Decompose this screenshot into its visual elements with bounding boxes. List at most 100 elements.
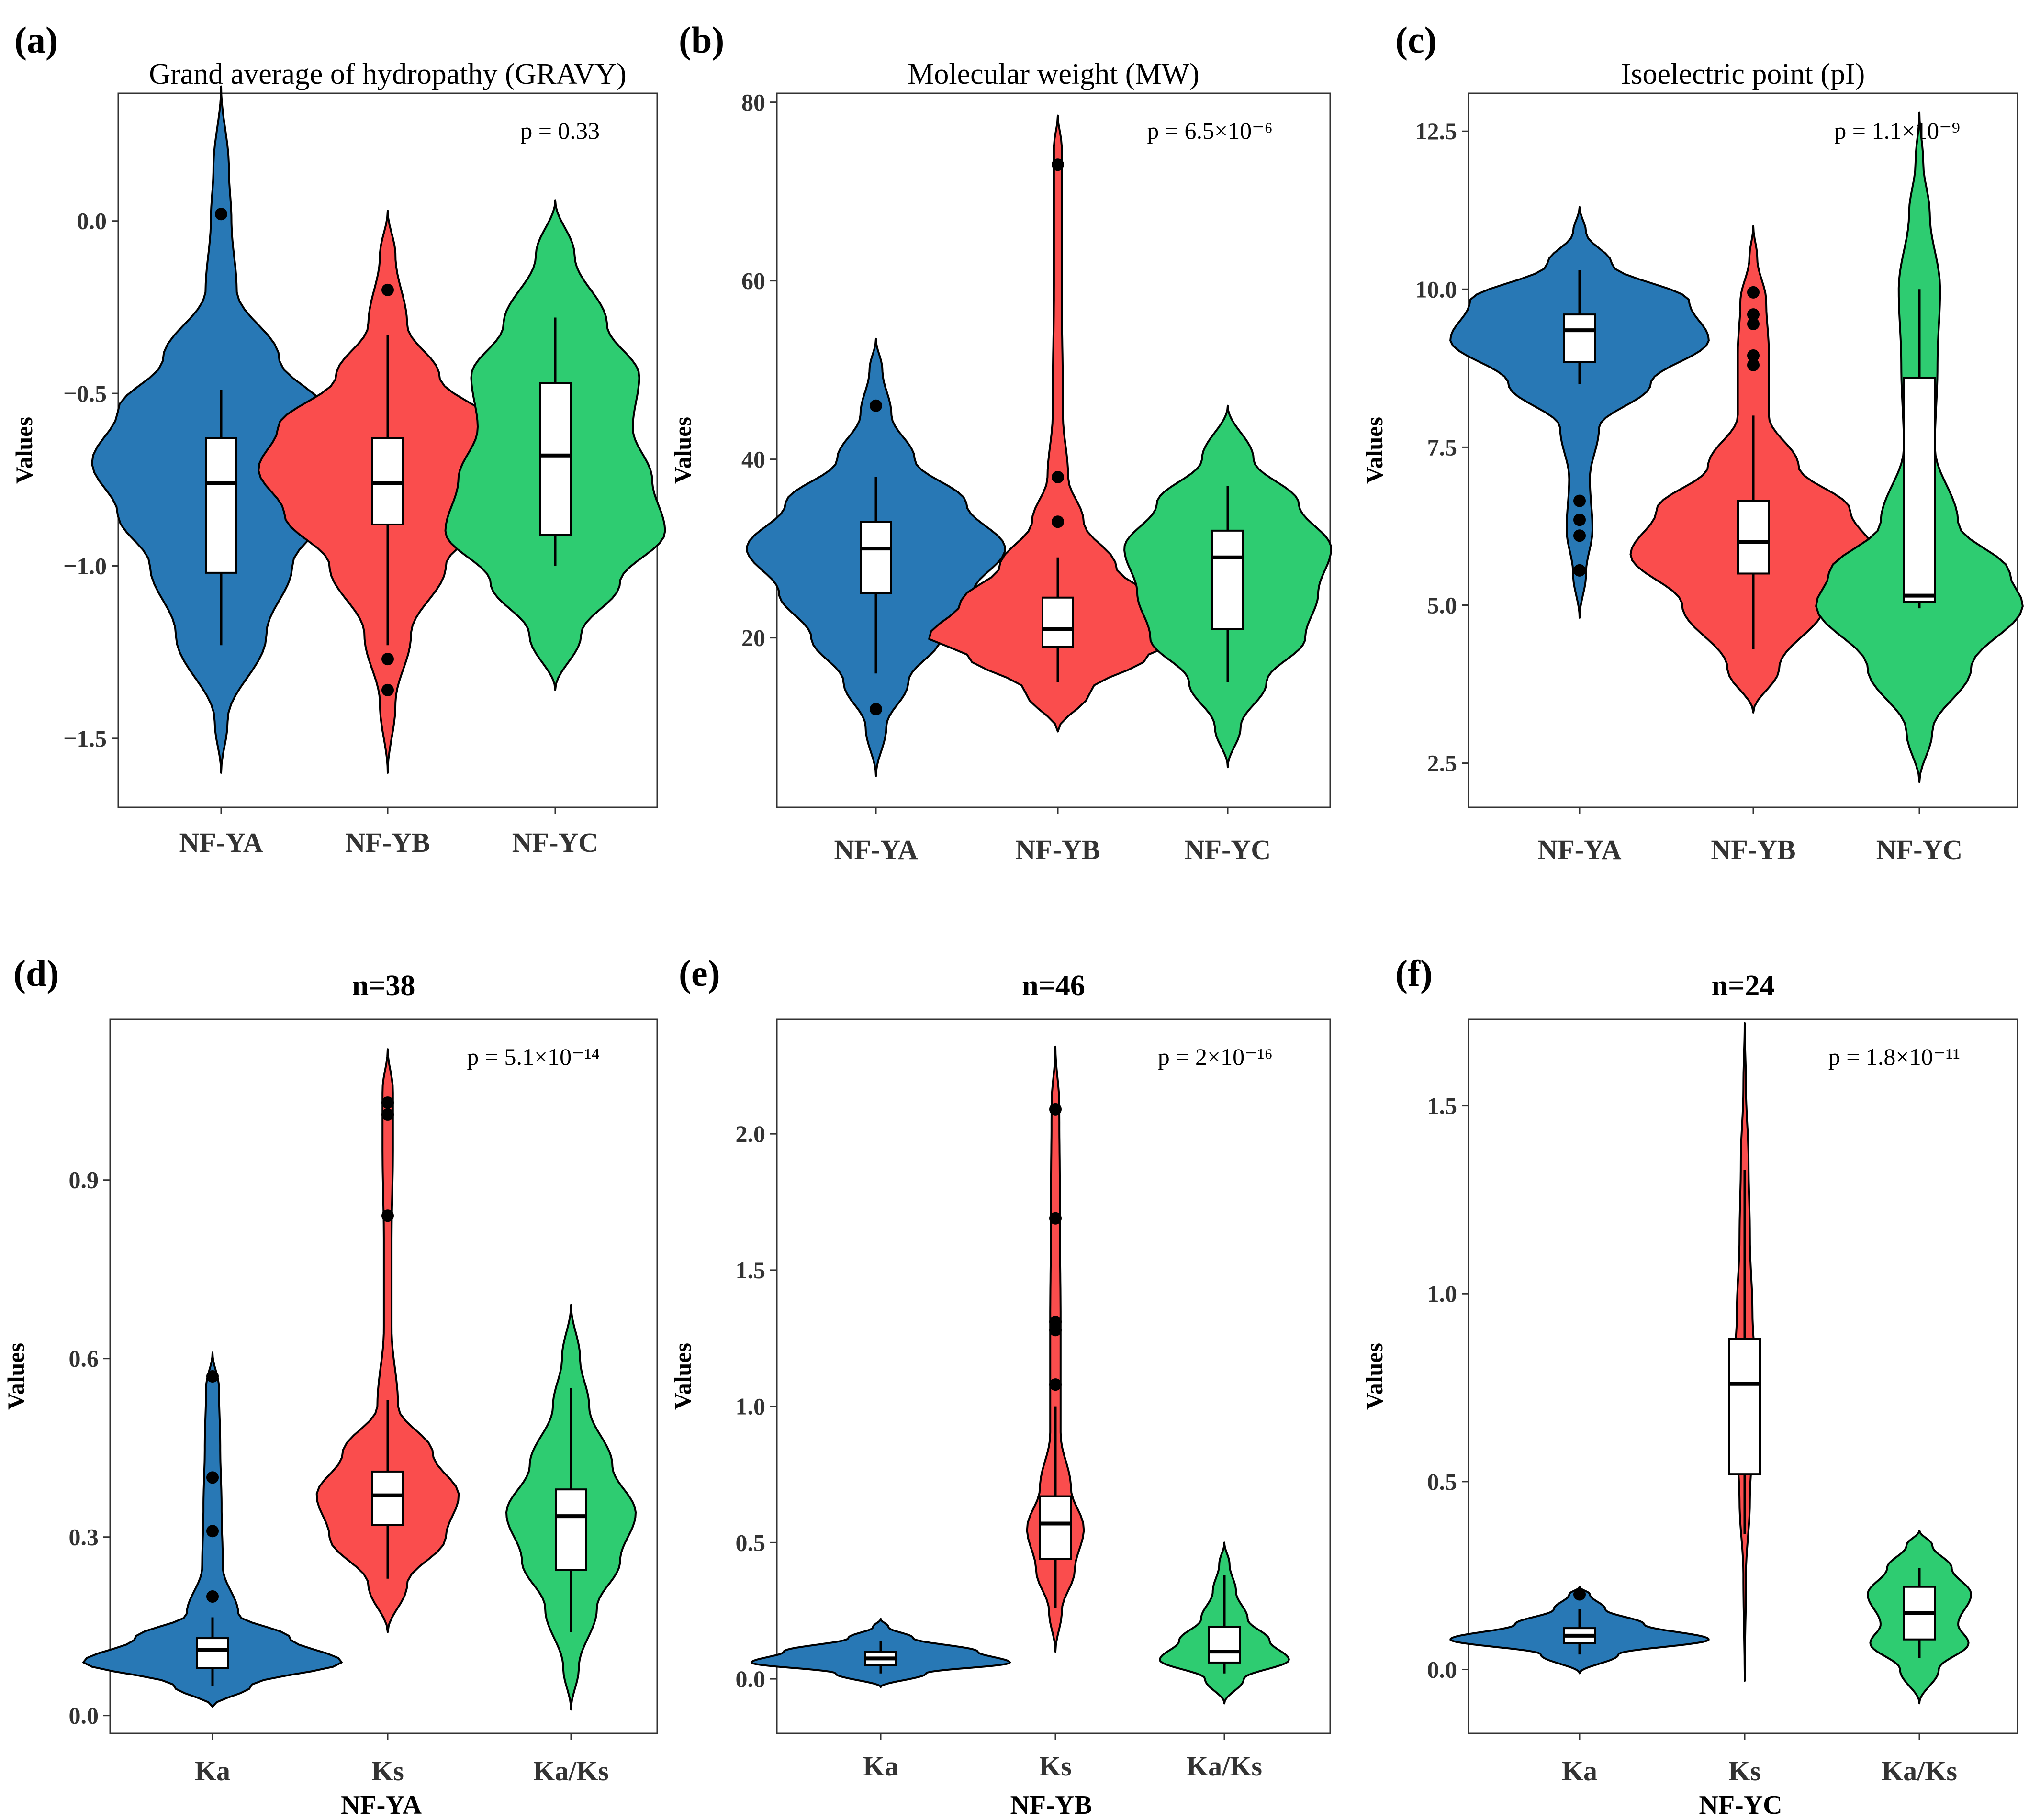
x-tick-label: NF-YB [345,827,430,858]
y-axis-label: Values [11,417,37,484]
y-tick-label: 80 [741,89,765,116]
outlier-point [381,653,394,666]
iqr-box [1903,377,1936,603]
violin-ka [82,1351,343,1708]
y-tick-label: 7.5 [1427,434,1457,460]
plot-frame [1468,1018,2018,1734]
y-tick-label: −0.5 [63,380,107,407]
violin-nf-yc [1123,404,1332,769]
panel-b: (b) Molecular weight (MW) Values 20 40 60 80 NF… [669,19,1332,865]
outlier-point [1573,494,1586,507]
x-tick-label: Ka [1562,1755,1597,1787]
y-tick-label: 2.5 [1427,750,1457,777]
x-tick-label: NF-YC [512,827,598,858]
outlier-point [1747,317,1760,330]
x-tick-label: Ks [1039,1751,1072,1782]
p-value-annotation: p = 2×10⁻¹⁶ [1158,1043,1273,1070]
x-tick-label: Ka [195,1755,230,1787]
x-axis-label: NF-YC [1699,1790,1782,1820]
x-tick-label: Ks [1728,1755,1761,1787]
outlier-point [1747,308,1760,321]
y-tick-label: 10.0 [1415,276,1457,302]
y-tick-label: 0.0 [77,208,107,234]
outlier-point [1052,158,1064,171]
y-tick-label: 0.0 [69,1702,99,1729]
panel-label: (e) [679,952,720,994]
outlier-point [1049,1378,1062,1391]
x-tick-label: NF-YC [1185,834,1271,865]
violin-nf-yc [1815,111,2024,783]
panel-label: (f) [1395,952,1433,994]
x-tick-label: Ka/Ks [1187,1751,1262,1782]
y-tick-label: 20 [741,625,765,651]
outlier-point [1747,358,1760,371]
outlier-point [1049,1324,1062,1337]
outlier-point [1049,1103,1062,1116]
outlier-point [1573,564,1586,577]
p-value-annotation: p = 5.1×10⁻¹⁴ [467,1043,600,1070]
violin-nf-yb [928,114,1188,733]
violin-nf-ya [746,337,1006,777]
chart-title: Isoelectric point (pI) [1621,58,1865,90]
outlier-point [1052,470,1064,483]
y-tick-label: 0.6 [69,1345,99,1372]
outlier-point [1573,514,1586,526]
outlier-point [1573,1588,1586,1601]
chart-title: n=24 [1712,970,1775,1002]
y-tick-label: 0.5 [736,1529,766,1556]
p-value-annotation: p = 1.1×10⁻⁹ [1834,117,1960,144]
panel-label: (d) [13,952,59,994]
iqr-box [1208,1626,1241,1664]
violin-ks [1026,1045,1085,1653]
violin-nf-ya [1449,206,1710,619]
violin-ka [751,1618,1011,1688]
x-tick-label: NF-YB [1015,834,1100,865]
plot-frame [109,1018,658,1734]
y-tick-label: 0.5 [1427,1468,1457,1495]
panel-e: (e) n=46 Values 0.0 0.5 1.0 1.5 2.0 Ka Ks Ka/Ks NF-… [669,952,1331,1820]
iqr-box [555,1488,587,1571]
y-tick-label: 2.0 [736,1120,766,1147]
y-tick-label: 0.0 [1427,1656,1457,1683]
p-value-annotation: p = 1.8×10⁻¹¹ [1828,1043,1960,1070]
y-axis-label: Values [1361,417,1388,484]
violin-body [315,1048,460,1633]
outlier-point [870,399,882,412]
plot-frame [776,92,1331,808]
iqr-box [1737,500,1770,575]
y-tick-label: 1.0 [736,1393,766,1420]
violin-nf-yb [1629,225,1877,714]
y-tick-label: 1.5 [1427,1093,1457,1119]
x-tick-label: Ka/Ks [533,1755,609,1787]
violin-ka-ks [1159,1541,1290,1705]
panel-label: (c) [1395,19,1437,61]
violin-nf-yb [258,210,518,774]
iqr-box [539,382,572,536]
outlier-point [215,208,227,221]
y-axis-label: Values [2,1343,29,1410]
y-tick-label: −1.0 [63,552,107,579]
outlier-point [381,1108,394,1121]
violin-ka [1449,1586,1710,1675]
x-axis-label: NF-YA [341,1790,422,1820]
outlier-point [206,1370,219,1383]
outlier-point [1052,515,1064,528]
iqr-box [371,1470,404,1526]
chart-title: n=46 [1022,970,1085,1002]
panel-d: (d) n=38 Values 0.0 0.3 0.6 0.9 Ka Ks Ka/Ks NF-YA p… [2,952,658,1820]
plot-frame [1468,92,2018,808]
p-value-annotation: p = 6.5×10⁻⁶ [1147,117,1273,144]
y-axis-label: Values [669,417,696,484]
violin-nf-ya [91,85,351,774]
violin-ka-ks [505,1304,637,1711]
outlier-point [206,1590,219,1603]
chart-title: Grand average of hydropathy (GRAVY) [149,58,626,90]
y-tick-label: 40 [741,446,765,473]
x-tick-label: NF-YA [1537,834,1621,865]
x-tick-label: NF-YA [179,827,263,858]
outlier-point [206,1525,219,1538]
panel-label: (a) [14,19,58,61]
violin-body [928,114,1188,733]
x-tick-label: NF-YB [1711,834,1795,865]
y-tick-label: −1.5 [63,725,107,752]
